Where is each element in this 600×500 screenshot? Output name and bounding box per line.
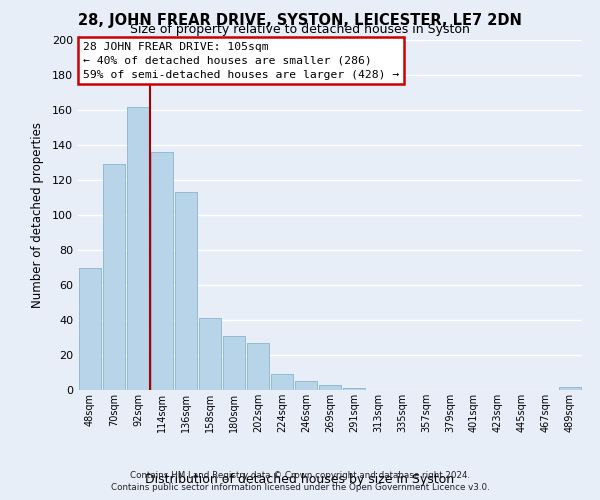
Bar	[271, 374, 293, 390]
Bar	[319, 385, 341, 390]
Bar	[295, 381, 317, 390]
Bar	[151, 152, 173, 390]
Text: Distribution of detached houses by size in Syston: Distribution of detached houses by size …	[145, 472, 455, 486]
Bar	[79, 268, 101, 390]
Text: 28, JOHN FREAR DRIVE, SYSTON, LEICESTER, LE7 2DN: 28, JOHN FREAR DRIVE, SYSTON, LEICESTER,…	[78, 12, 522, 28]
Bar	[175, 192, 197, 390]
Bar	[127, 106, 149, 390]
Bar	[223, 336, 245, 390]
Text: 28 JOHN FREAR DRIVE: 105sqm
← 40% of detached houses are smaller (286)
59% of se: 28 JOHN FREAR DRIVE: 105sqm ← 40% of det…	[83, 42, 399, 80]
Bar	[199, 318, 221, 390]
Bar	[103, 164, 125, 390]
Y-axis label: Number of detached properties: Number of detached properties	[31, 122, 44, 308]
Text: Contains HM Land Registry data © Crown copyright and database right 2024.
Contai: Contains HM Land Registry data © Crown c…	[110, 471, 490, 492]
Bar	[343, 388, 365, 390]
Bar	[247, 343, 269, 390]
Text: Size of property relative to detached houses in Syston: Size of property relative to detached ho…	[130, 22, 470, 36]
Bar	[559, 386, 581, 390]
